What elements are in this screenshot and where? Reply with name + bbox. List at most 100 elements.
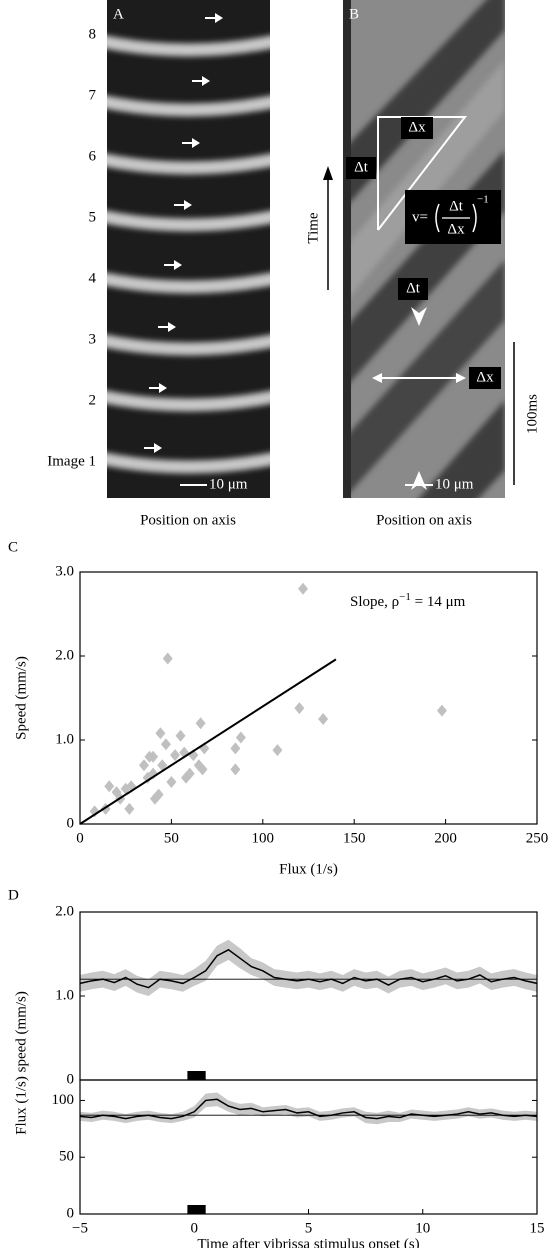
x-tick-label: 250 xyxy=(526,830,549,846)
y-tick-label: 0 xyxy=(67,815,75,831)
row-label: 5 xyxy=(89,209,97,225)
plot-frame xyxy=(79,1079,538,1215)
x-tick-label: 0 xyxy=(191,1220,199,1236)
mean-line xyxy=(79,948,538,989)
x-label: Position on axis xyxy=(376,512,472,528)
point xyxy=(318,713,329,725)
y-tick-label: 1.0 xyxy=(55,731,74,747)
x-tick-label: 15 xyxy=(530,1220,545,1236)
point xyxy=(148,767,159,780)
mean-line xyxy=(79,1098,538,1120)
vessel-band xyxy=(107,153,270,175)
vessel-band xyxy=(107,452,270,474)
annotation-prefix: Slope, ρ xyxy=(350,594,399,610)
y-tick-label: 1.0 xyxy=(55,987,74,1003)
point xyxy=(155,727,166,740)
point xyxy=(148,750,159,763)
annotation: Slope, ρ−1 = 14 μm xyxy=(350,591,466,611)
row-label: 8 xyxy=(89,26,97,42)
y-label: Speed (mm/s) xyxy=(13,656,29,740)
x-tick-label: −5 xyxy=(72,1220,88,1236)
y-tick-label: 0 xyxy=(67,1071,75,1087)
x-tick-label: 200 xyxy=(434,830,457,846)
delta-t: Δt xyxy=(406,280,421,296)
arrow-head xyxy=(168,322,176,332)
delta-x: Δx xyxy=(408,119,426,135)
row-label: 6 xyxy=(89,148,97,164)
point xyxy=(104,780,115,793)
y-tick-label: 50 xyxy=(59,1149,74,1165)
panel-b: B Δx Δt v= Δt Δx −1 Δt Δx 10 μm Time 100… xyxy=(305,0,540,528)
row-label: 3 xyxy=(89,331,97,347)
panel-letter: D xyxy=(8,887,19,903)
y-tick-label: 100 xyxy=(52,1092,75,1108)
vessel-bands xyxy=(107,35,270,474)
point xyxy=(138,759,149,772)
x-tick-label: 50 xyxy=(164,830,179,846)
point xyxy=(436,704,447,717)
row-label: 2 xyxy=(89,392,97,408)
arrow-head xyxy=(192,138,200,148)
x-tick-label: 0 xyxy=(76,830,84,846)
panel-letter: C xyxy=(8,539,18,555)
error-band xyxy=(80,1092,537,1125)
point xyxy=(294,702,305,715)
formula-numerator: Δt xyxy=(449,198,464,214)
x-tick-label: 150 xyxy=(343,830,366,846)
point xyxy=(124,802,135,815)
image-a xyxy=(107,0,270,498)
row-label: 4 xyxy=(89,270,97,286)
point xyxy=(157,759,168,772)
point xyxy=(298,582,309,595)
vessel-band xyxy=(107,390,270,412)
point xyxy=(162,652,173,665)
point xyxy=(197,763,208,776)
arrow-head xyxy=(159,383,167,393)
formula-exponent: −1 xyxy=(477,194,489,206)
panel-a: A 10 μm Position on axis xyxy=(107,0,270,528)
point xyxy=(235,731,246,744)
y-tick-label: 3.0 xyxy=(55,563,74,579)
plot-frame xyxy=(79,571,538,825)
arrows xyxy=(144,13,223,453)
arrow-head xyxy=(174,260,182,270)
delta-x: Δx xyxy=(476,369,494,385)
arrow-head xyxy=(154,443,162,453)
row-label: 7 xyxy=(89,87,97,103)
scale-label: 10 μm xyxy=(209,476,248,492)
y-tick-label: 2.0 xyxy=(55,903,74,919)
point xyxy=(184,767,195,780)
point xyxy=(153,788,164,801)
y-label: Flux (1/s) speed (mm/s) xyxy=(13,991,29,1135)
stimulus-bar xyxy=(187,1071,206,1080)
time-label: Time xyxy=(305,212,321,243)
point xyxy=(89,805,100,818)
vessel-band xyxy=(107,210,270,232)
point xyxy=(160,738,171,751)
formula-denominator: Δx xyxy=(447,221,465,237)
y-tick-label: 2.0 xyxy=(55,647,74,663)
x-label: Time after vibrissa stimulus onset (s) xyxy=(197,1236,419,1248)
point xyxy=(272,744,283,757)
arrow-head xyxy=(184,200,192,210)
vessel-band xyxy=(107,272,270,294)
x-tick-label: 5 xyxy=(305,1220,313,1236)
vessel-band xyxy=(107,35,270,57)
fit-line xyxy=(79,658,337,825)
x-tick-label: 100 xyxy=(252,830,275,846)
delta-t: Δt xyxy=(354,159,369,175)
x-label: Position on axis xyxy=(140,512,236,528)
scale-label: 10 μm xyxy=(435,476,474,492)
y-tick-label: 0 xyxy=(67,1205,75,1221)
formula-lhs: v= xyxy=(412,209,428,225)
arrow-head xyxy=(215,13,223,23)
point xyxy=(230,742,241,755)
x-tick-label: 10 xyxy=(415,1220,430,1236)
stimulus-bar xyxy=(187,1205,206,1214)
formula-box xyxy=(405,190,501,244)
point xyxy=(195,717,206,730)
arrow-head xyxy=(202,76,210,86)
panel-letter: B xyxy=(349,6,359,22)
point xyxy=(230,763,241,776)
